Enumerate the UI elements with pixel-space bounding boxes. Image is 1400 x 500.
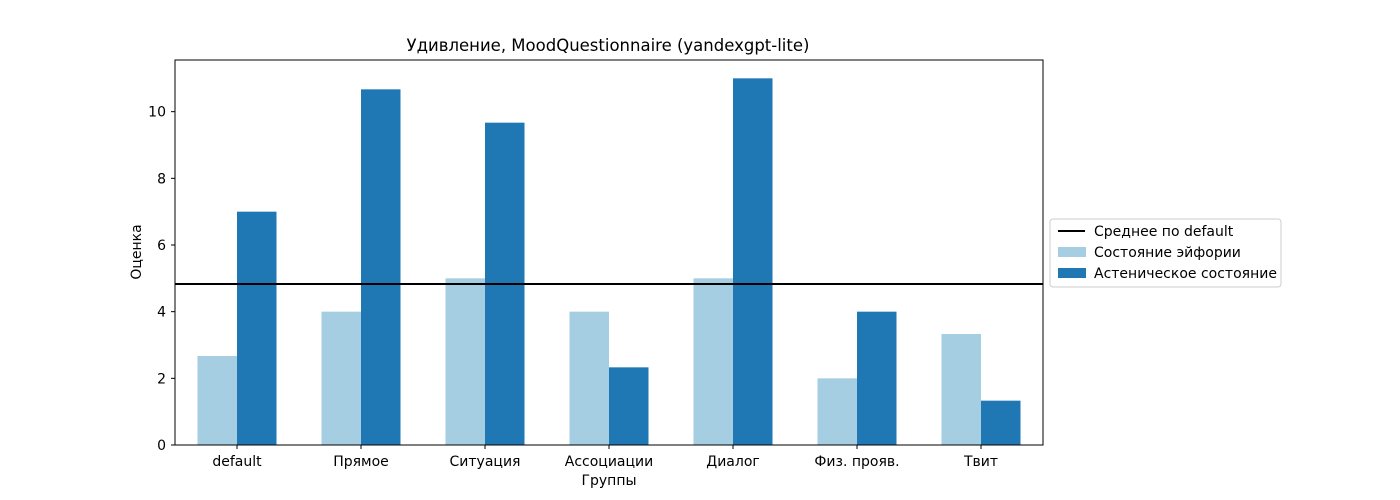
bar-euphoria-3 [569, 311, 609, 445]
y-tick-label: 2 [157, 371, 166, 387]
x-tick-label: Ассоциации [565, 454, 653, 470]
bar-asthenic-0 [237, 211, 277, 445]
bars-layer [197, 78, 1021, 446]
bar-euphoria-5 [817, 378, 857, 445]
legend-box [1049, 218, 1282, 288]
x-tick-label: Диалог [706, 454, 759, 470]
x-tick-label: Твит [963, 454, 998, 470]
legend-label: Среднее по default [1094, 224, 1234, 240]
y-tick-label: 4 [157, 305, 166, 321]
x-tick-label: Физ. прояв. [814, 454, 899, 470]
x-tick-label: default [212, 454, 262, 470]
y-tick-label: 8 [157, 171, 166, 187]
bar-asthenic-3 [609, 367, 649, 445]
bar-euphoria-1 [321, 311, 361, 445]
legend: Среднее по default Состояние эйфории Астен… [1049, 218, 1282, 288]
x-tick-label: Прямое [333, 454, 389, 470]
bar-euphoria-4 [693, 278, 733, 445]
y-tick-label: 10 [148, 105, 166, 121]
legend-label: Астеническое состояние [1094, 266, 1277, 282]
legend-swatch [1058, 268, 1086, 278]
bar-euphoria-2 [445, 278, 485, 445]
legend-swatch [1058, 247, 1086, 257]
bar-asthenic-5 [857, 311, 897, 445]
x-axis: default Прямое Ситуация Ассоциации Диалог Физ… [212, 445, 998, 470]
chart-title: Удивление, MoodQuestionnaire (yandexgpt-… [407, 36, 810, 55]
bar-asthenic-4 [733, 78, 773, 445]
bar-asthenic-1 [361, 89, 401, 445]
y-axis-label: Оценка [129, 224, 145, 279]
bar-euphoria-0 [197, 356, 237, 445]
bar-asthenic-6 [981, 400, 1021, 445]
x-axis-label: Группы [581, 473, 636, 489]
y-tick-label: 0 [157, 438, 166, 454]
y-axis: 0 2 4 6 8 10 [148, 105, 175, 454]
bar-euphoria-6 [941, 334, 981, 445]
x-tick-label: Ситуация [450, 454, 521, 470]
y-tick-label: 6 [157, 238, 166, 254]
legend-label: Состояние эйфории [1094, 245, 1241, 261]
